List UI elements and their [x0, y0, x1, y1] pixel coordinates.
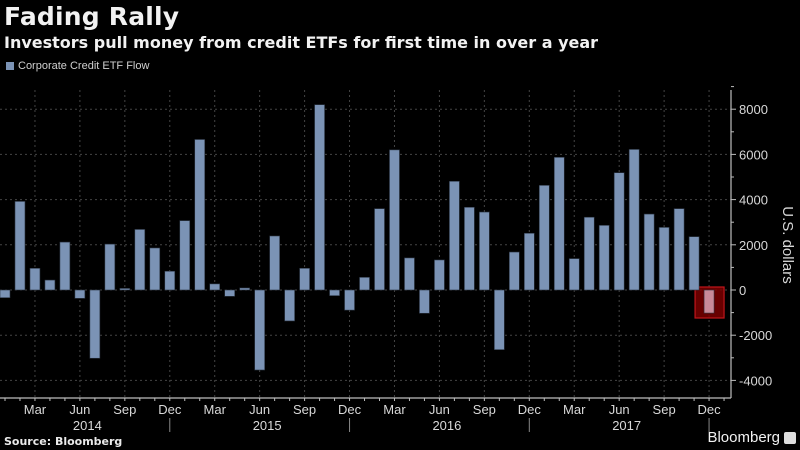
bars	[0, 104, 715, 371]
chart-subtitle: Investors pull money from credit ETFs fo…	[4, 33, 599, 52]
bar	[134, 229, 146, 291]
x-month-label: Dec	[518, 402, 542, 417]
x-month-label: Jun	[429, 402, 450, 417]
y-tick-label: 0	[739, 283, 746, 298]
bar	[329, 289, 340, 296]
bar	[164, 270, 176, 291]
x-tick-labels: Mar Jun Sep Dec Mar Jun Sep Dec Mar Jun Sep Dec Mar J…	[24, 402, 721, 433]
bar	[119, 288, 131, 291]
source-note: Source: Bloomberg	[4, 435, 123, 448]
y-tick-label: -4000	[739, 373, 772, 388]
y-tick-labels: 8000 6000 4000 2000 0 -2000 -4000	[739, 102, 772, 388]
legend-swatch	[6, 62, 14, 70]
x-month-label: Jun	[69, 402, 90, 417]
x-month-label: Dec	[697, 402, 721, 417]
bar	[538, 185, 550, 291]
x-month-label: Dec	[338, 402, 362, 417]
y-axis-label: U.S. dollars	[779, 206, 796, 284]
x-month-label: Sep	[653, 402, 676, 417]
bar	[299, 268, 310, 291]
x-year-label: 2016	[432, 418, 461, 433]
bar	[314, 104, 325, 291]
y-tick-label: 8000	[739, 102, 768, 117]
bar	[404, 257, 415, 291]
bar	[643, 213, 655, 291]
bar	[673, 208, 685, 291]
bar	[344, 289, 355, 311]
y-tick-label: 2000	[739, 238, 768, 253]
x-month-label: Mar	[383, 402, 406, 417]
bar	[464, 206, 475, 291]
legend: Corporate Credit ETF Flow	[6, 60, 149, 72]
y-tick-label: 6000	[739, 147, 768, 162]
bar	[224, 289, 235, 297]
bar	[449, 180, 460, 291]
x-month-label: Mar	[204, 402, 227, 417]
bar	[254, 289, 265, 371]
x-year-label: 2014	[73, 418, 102, 433]
bar	[209, 283, 221, 291]
bar	[389, 149, 400, 291]
bar	[434, 259, 445, 291]
y-tick-label: -2000	[739, 328, 772, 343]
bar	[703, 289, 715, 314]
x-month-label: Jun	[249, 402, 270, 417]
x-month-label: Dec	[158, 402, 182, 417]
bar	[568, 258, 580, 291]
bar	[149, 247, 161, 291]
bar	[479, 211, 490, 291]
bar	[59, 241, 71, 291]
bar	[194, 139, 206, 291]
bar	[628, 149, 640, 291]
bar	[509, 251, 520, 291]
bar	[74, 289, 86, 299]
bar	[89, 289, 101, 359]
bar	[374, 208, 385, 291]
x-month-label: Mar	[563, 402, 586, 417]
bar	[179, 220, 191, 291]
bar	[688, 236, 700, 291]
bar	[359, 277, 370, 291]
bar	[613, 172, 625, 291]
bar	[284, 289, 295, 322]
x-month-label: Sep	[473, 402, 496, 417]
bar	[583, 216, 595, 291]
x-month-label: Sep	[113, 402, 136, 417]
y-tick-label: 4000	[739, 193, 768, 208]
x-month-label: Sep	[293, 402, 316, 417]
bar	[269, 235, 280, 291]
bar	[553, 157, 565, 291]
bar	[104, 243, 116, 291]
bloomberg-chart-icon	[784, 432, 796, 444]
x-year-label: 2017	[612, 418, 641, 433]
x-year-label: 2015	[253, 418, 282, 433]
brand-logo: Bloomberg	[707, 429, 780, 446]
bar	[0, 289, 11, 298]
bar	[658, 227, 670, 291]
x-month-label: Mar	[24, 402, 47, 417]
bar	[44, 279, 56, 291]
chart-title: Fading Rally	[4, 2, 180, 31]
bar	[419, 289, 430, 314]
x-month-label: Jun	[609, 402, 630, 417]
bar	[239, 287, 250, 291]
legend-label: Corporate Credit ETF Flow	[18, 60, 150, 72]
bar	[14, 201, 26, 291]
bar	[494, 289, 505, 350]
bar	[598, 225, 610, 291]
bar	[523, 232, 535, 291]
axes	[0, 86, 736, 432]
bar	[29, 268, 41, 291]
